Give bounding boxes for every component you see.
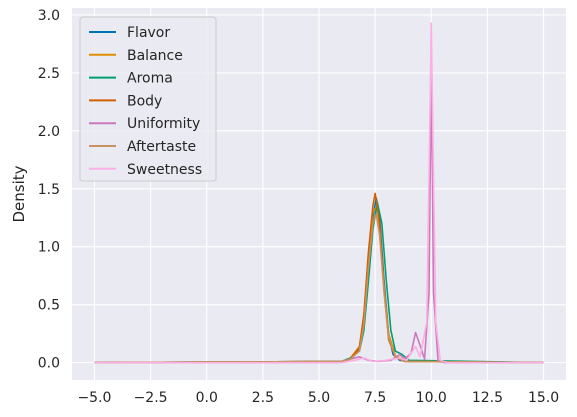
y-tick-label: 1.5	[38, 182, 60, 198]
x-tick-label: 2.5	[252, 390, 274, 406]
series-line-aftertaste	[94, 213, 544, 364]
legend-label: Balance	[127, 48, 183, 64]
series-lines	[94, 22, 544, 364]
legend-label: Sweetness	[127, 162, 202, 178]
legend-label: Body	[127, 93, 162, 109]
y-tick-label: 2.0	[38, 124, 60, 140]
x-tick-label: 12.5	[472, 390, 503, 406]
series-line-sweetness	[94, 22, 544, 364]
y-tick-label: 0.5	[38, 298, 60, 314]
y-tick-label: 3.0	[38, 8, 60, 24]
x-tick-labels: −5.0 −2.5 0.0 2.5 5.0 7.5 10.0 12.5 15.0	[77, 390, 559, 406]
x-tick-label: 15.0	[528, 390, 559, 406]
y-tick-labels: 0.0 0.5 1.0 1.5 2.0 2.5 3.0	[38, 8, 60, 372]
y-tick-label: 1.0	[38, 240, 60, 256]
x-tick-label: 5.0	[308, 390, 330, 406]
x-tick-label: 7.5	[364, 390, 386, 406]
legend-label: Flavor	[127, 25, 170, 41]
x-tick-label: −5.0	[77, 390, 111, 406]
legend-frame	[79, 16, 217, 182]
x-tick-label: 10.0	[416, 390, 447, 406]
x-tick-label: 0.0	[196, 390, 218, 406]
legend-label: Uniformity	[127, 116, 200, 132]
y-tick-label: 2.5	[38, 66, 60, 82]
legend-label: Aftertaste	[127, 139, 196, 155]
y-axis-label: Density	[10, 165, 28, 222]
y-tick-label: 0.0	[38, 356, 60, 372]
x-tick-label: −2.5	[134, 390, 168, 406]
legend: Flavor Balance Aroma Body Uniformity Aftertas…	[79, 16, 217, 182]
legend-label: Aroma	[127, 71, 173, 87]
